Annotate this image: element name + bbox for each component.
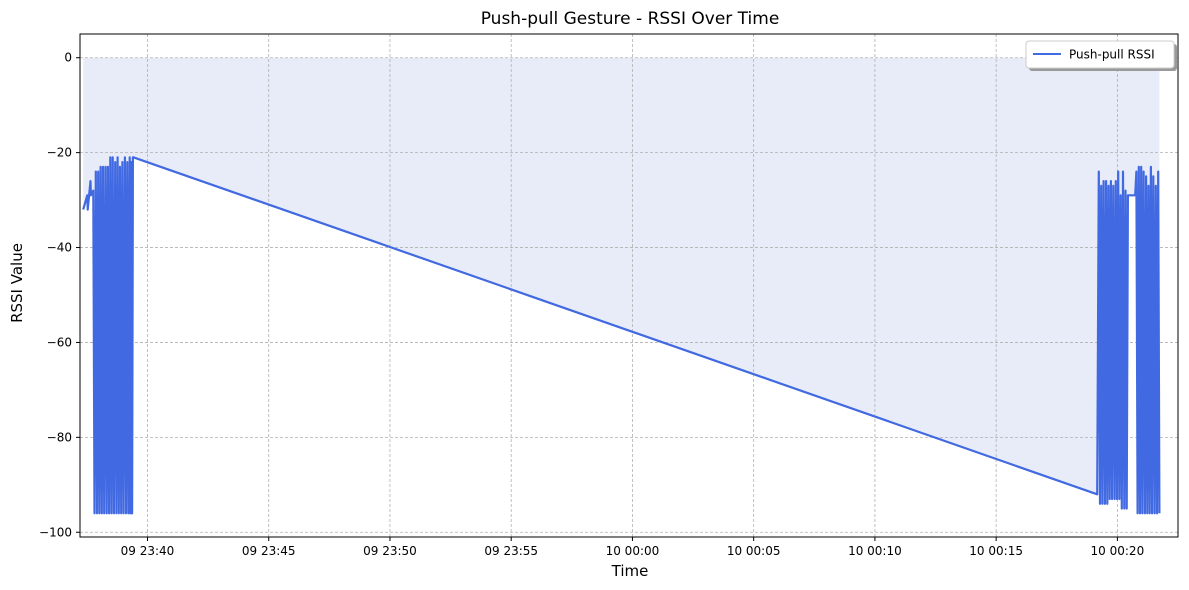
y-tick-label: −40 bbox=[47, 241, 72, 255]
plot-area-frame bbox=[79, 33, 1179, 538]
y-tick-label: −60 bbox=[47, 335, 72, 349]
legend: Push-pull RSSI bbox=[1025, 40, 1177, 71]
rssi-fill-area bbox=[83, 57, 1160, 514]
y-axis-title: RSSI Value bbox=[8, 243, 26, 323]
x-axis-title: Time bbox=[611, 562, 649, 580]
y-tick-label: −20 bbox=[47, 146, 72, 160]
y-tick-label: −100 bbox=[39, 525, 72, 539]
chart-title: Push-pull Gesture - RSSI Over Time bbox=[481, 9, 780, 29]
x-tick-label: 10 00:20 bbox=[1091, 544, 1145, 558]
series-line-push-pull-rssi bbox=[82, 156, 1161, 515]
x-tick-label: 09 23:45 bbox=[242, 544, 296, 558]
grid-layer bbox=[80, 34, 1178, 537]
x-tick-label: 09 23:40 bbox=[121, 544, 175, 558]
legend-box bbox=[1025, 40, 1175, 69]
y-axis-ticks: 0 −20 −40 −60 −80 −100 bbox=[39, 51, 80, 539]
legend-label-push-pull-rssi: Push-pull RSSI bbox=[1069, 48, 1155, 62]
series-layer bbox=[82, 156, 1161, 515]
x-tick-label: 09 23:50 bbox=[363, 544, 417, 558]
x-tick-label: 10 00:15 bbox=[969, 544, 1023, 558]
x-tick-label: 10 00:10 bbox=[848, 544, 902, 558]
x-tick-label: 10 00:05 bbox=[727, 544, 781, 558]
y-tick-label: 0 bbox=[64, 51, 72, 65]
x-tick-label: 10 00:00 bbox=[606, 544, 660, 558]
y-tick-label: −80 bbox=[47, 430, 72, 444]
x-tick-label: 09 23:55 bbox=[484, 544, 538, 558]
x-axis-ticks: 09 23:40 09 23:45 09 23:50 09 23:55 10 00:00… bbox=[121, 537, 1145, 558]
fill-area-layer bbox=[83, 57, 1160, 514]
